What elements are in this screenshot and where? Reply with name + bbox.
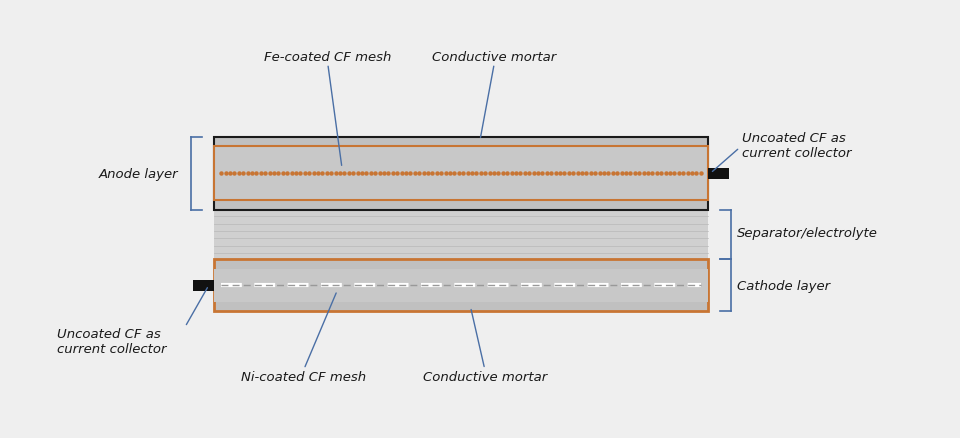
Text: Ni-coated CF mesh: Ni-coated CF mesh [241,370,367,383]
Bar [213,210,708,260]
Text: Cathode layer: Cathode layer [737,279,830,292]
Bar [708,168,730,180]
Bar [213,138,708,210]
Text: Uncoated CF as
current collector: Uncoated CF as current collector [742,132,852,160]
Bar [193,280,213,291]
Text: Separator/electrolyte: Separator/electrolyte [737,226,877,240]
Text: Anode layer: Anode layer [99,167,179,180]
Bar [213,260,708,311]
Text: Fe-coated CF mesh: Fe-coated CF mesh [264,50,392,64]
Bar [213,269,708,302]
Text: Uncoated CF as
current collector: Uncoated CF as current collector [57,328,166,355]
Bar [213,147,708,201]
Text: Conductive mortar: Conductive mortar [422,370,547,383]
Text: Conductive mortar: Conductive mortar [432,50,557,64]
